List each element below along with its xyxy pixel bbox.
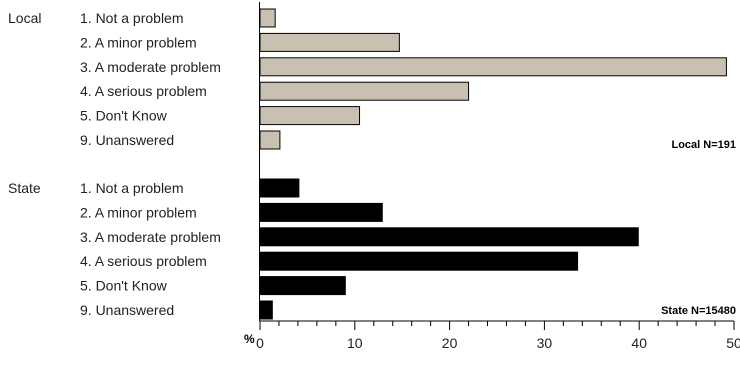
category-label: 1. Not a problem <box>80 10 184 26</box>
bar-state-3 <box>259 227 639 247</box>
series-name-label: Local <box>8 10 41 26</box>
bar-state-6 <box>259 300 273 320</box>
x-tick-label: 0 <box>256 335 264 351</box>
category-label: 9. Unanswered <box>80 132 174 148</box>
category-label: 2. A minor problem <box>80 204 197 220</box>
chart-groups: Local 1. Not a problem 2. A minor problem 3… <box>8 8 736 320</box>
sample-size-label: Local N=191 <box>671 139 736 151</box>
bar-state-4 <box>259 251 579 271</box>
bar-state-2 <box>259 202 383 222</box>
category-label: 3. A moderate problem <box>80 229 221 245</box>
x-tick-label: 20 <box>442 335 458 351</box>
series-group-state: State 1. Not a problem 2. A minor problem 3… <box>8 178 736 320</box>
bar-local-6 <box>259 130 281 150</box>
series-name-label: State <box>8 180 41 196</box>
sample-size-label: State N=15480 <box>661 305 736 317</box>
bar-local-3 <box>259 57 727 77</box>
category-label: 4. A serious problem <box>80 83 207 99</box>
axis-unit-label: % <box>244 332 255 346</box>
x-axis: 0 10 20 30 40 50% <box>244 2 740 351</box>
bar-local-4 <box>259 81 470 101</box>
category-label: 9. Unanswered <box>80 302 174 318</box>
category-label: 1. Not a problem <box>80 180 184 196</box>
category-label: 5. Don't Know <box>80 278 168 294</box>
x-tick-label: 50 <box>726 335 740 351</box>
category-label: 2. A minor problem <box>80 34 197 50</box>
x-tick-label: 30 <box>537 335 553 351</box>
bar-state-1 <box>259 178 300 198</box>
category-label: 5. Don't Know <box>80 108 168 124</box>
x-tick-label: 10 <box>347 335 363 351</box>
x-tick-label: 40 <box>631 335 647 351</box>
bar-state-5 <box>259 276 346 296</box>
category-label: 3. A moderate problem <box>80 59 221 75</box>
category-label: 4. A serious problem <box>80 253 207 269</box>
bar-local-5 <box>259 106 361 126</box>
bar-local-2 <box>259 32 400 52</box>
bar-local-1 <box>259 8 276 28</box>
series-group-local: Local 1. Not a problem 2. A minor problem 3… <box>8 8 736 151</box>
